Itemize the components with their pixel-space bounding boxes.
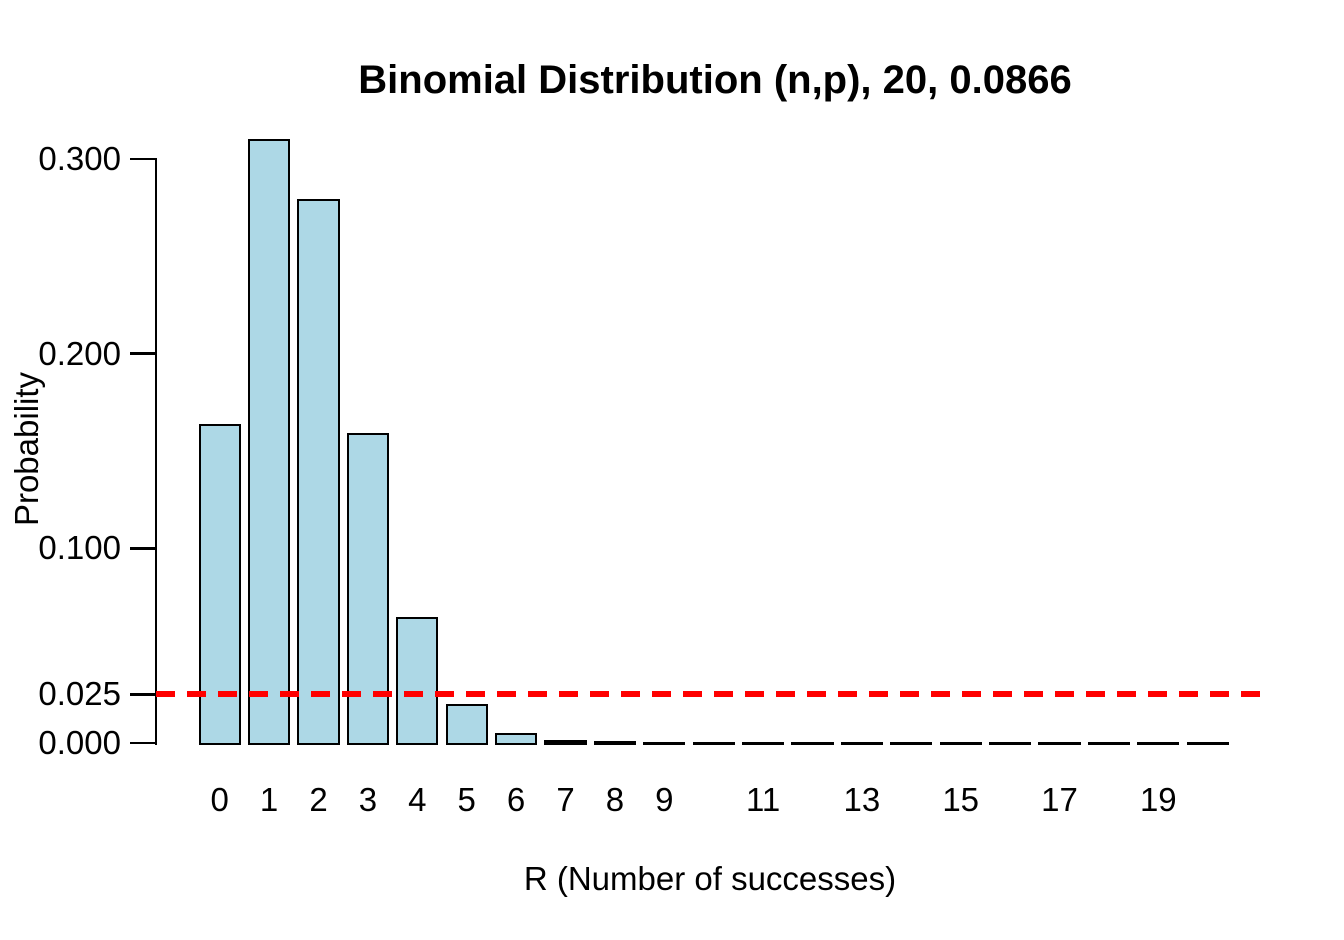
reference-line <box>156 691 1266 698</box>
bar-zero <box>593 741 637 745</box>
bar-zero <box>939 741 982 745</box>
y-tick <box>129 741 155 745</box>
bar-zero <box>1137 741 1180 745</box>
bar <box>346 432 390 745</box>
x-tick-label: 7 <box>556 781 575 818</box>
bar <box>494 732 538 745</box>
bar-zero <box>643 741 686 745</box>
y-tick-label: 0.200 <box>38 334 121 372</box>
bar <box>198 423 241 745</box>
bar <box>297 198 340 745</box>
x-tick-label: 3 <box>358 781 378 818</box>
y-tick-label: 0.000 <box>38 724 121 761</box>
bar-zero <box>1087 741 1131 745</box>
bar <box>247 138 291 745</box>
bar-zero <box>890 741 933 745</box>
chart-title: Binomial Distribution (n,p), 20, 0.0866 <box>358 58 1072 102</box>
bar-zero <box>544 739 587 745</box>
bar-zero <box>692 741 735 745</box>
bar-zero <box>791 741 834 745</box>
bar <box>396 617 439 745</box>
x-tick-label: 1 <box>259 781 279 818</box>
bar-zero <box>741 741 785 745</box>
x-tick-label: 17 <box>1041 781 1078 818</box>
y-tick <box>129 693 155 696</box>
y-tick <box>129 547 155 550</box>
x-tick-label: 15 <box>942 781 980 818</box>
x-tick-label: 19 <box>1139 781 1177 818</box>
y-tick-label: 0.025 <box>38 675 121 713</box>
x-axis-title: R (Number of successes) <box>523 860 897 897</box>
x-tick-label: 5 <box>457 781 476 818</box>
bar-zero <box>840 741 884 745</box>
bar-zero <box>1186 741 1229 745</box>
x-tick-label: 0 <box>210 781 229 818</box>
x-tick-label: 2 <box>309 781 328 818</box>
y-tick <box>129 157 155 161</box>
bar <box>445 704 488 745</box>
x-tick-label: 11 <box>745 781 781 818</box>
y-tick-label: 0.300 <box>38 139 121 177</box>
x-tick-label: 13 <box>843 781 881 818</box>
y-tick <box>129 352 155 355</box>
bar-zero <box>988 741 1032 745</box>
x-tick-label: 9 <box>655 781 674 818</box>
x-tick-label: 6 <box>506 781 526 818</box>
x-tick-label: 8 <box>605 781 625 818</box>
bar-zero <box>1038 741 1081 745</box>
y-tick-label: 0.100 <box>38 529 121 567</box>
y-axis-title: Probability <box>8 371 45 527</box>
x-tick-label: 4 <box>408 781 427 818</box>
y-axis-line <box>154 158 158 746</box>
